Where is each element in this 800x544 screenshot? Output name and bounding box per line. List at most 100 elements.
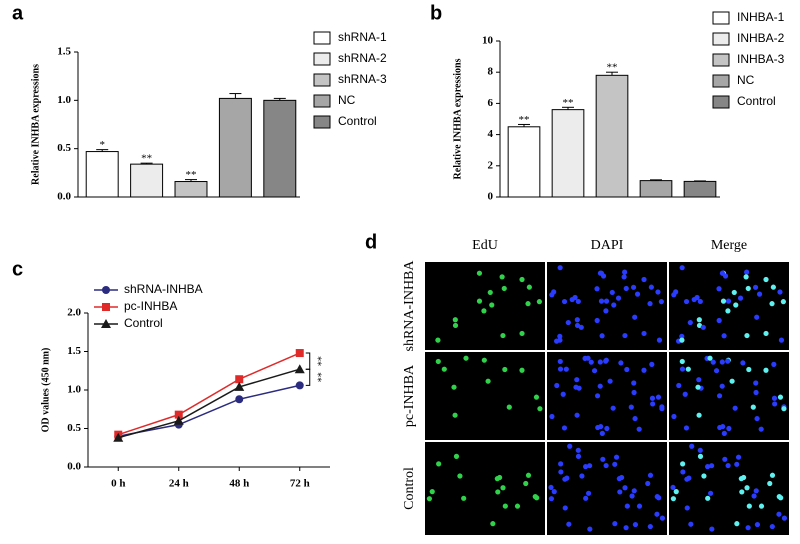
- nucleus: [557, 265, 563, 271]
- legend-label: shRNA-1: [338, 30, 387, 44]
- nucleus: [574, 377, 580, 383]
- y-tick-label: 0.0: [57, 191, 71, 203]
- nucleus: [753, 389, 759, 396]
- nucleus: [726, 425, 732, 432]
- nucleus: [490, 521, 496, 527]
- legend-swatch: [712, 53, 730, 67]
- nucleus: [615, 295, 622, 301]
- nucleus: [758, 503, 765, 509]
- nucleus: [649, 395, 656, 401]
- y-tick-label: 2: [488, 159, 494, 171]
- nucleus: [597, 383, 603, 389]
- nucleus: [676, 382, 682, 389]
- nucleus: [743, 274, 749, 280]
- nucleus: [647, 472, 654, 478]
- nucleus: [753, 488, 759, 494]
- bar: [683, 180, 717, 198]
- nucleus: [532, 494, 538, 500]
- micrograph: [547, 262, 667, 350]
- legend-swatch: [313, 94, 331, 108]
- nucleus: [630, 284, 637, 290]
- nucleus: [686, 475, 692, 481]
- nucleus: [582, 464, 589, 470]
- nucleus: [683, 425, 690, 431]
- nucleus: [463, 355, 469, 361]
- nucleus: [612, 461, 618, 467]
- nucleus: [435, 337, 441, 343]
- micrograph: [669, 262, 789, 350]
- nucleus: [621, 274, 627, 280]
- nucleus: [476, 298, 483, 304]
- nucleus: [716, 286, 722, 292]
- legend-label: pc-INHBA: [124, 299, 177, 313]
- nucleus: [710, 359, 716, 365]
- nucleus: [558, 469, 564, 475]
- nucleus: [572, 294, 578, 301]
- nucleus: [758, 426, 764, 432]
- nucleus: [679, 366, 686, 372]
- bar: [507, 126, 541, 198]
- nucleus: [629, 493, 635, 499]
- nucleus: [613, 454, 620, 460]
- legend-swatch: [712, 32, 730, 46]
- point: [235, 395, 244, 404]
- nucleus: [776, 494, 782, 500]
- nucleus: [725, 298, 732, 304]
- nucleus: [659, 406, 665, 412]
- nucleus: [612, 521, 618, 527]
- nucleus: [599, 333, 605, 339]
- legend-swatch: [313, 52, 331, 66]
- nucleus: [722, 273, 729, 279]
- significance: **: [519, 114, 530, 126]
- nucleus: [506, 404, 512, 410]
- panel-label: a: [12, 2, 24, 24]
- micrograph: [669, 442, 789, 535]
- point: [294, 364, 305, 374]
- nucleus: [684, 505, 690, 511]
- y-tick-label: 10: [482, 35, 494, 47]
- nucleus: [631, 488, 637, 494]
- nucleus: [523, 480, 529, 487]
- nucleus: [622, 269, 628, 275]
- nucleus: [647, 301, 653, 307]
- nucleus: [426, 496, 433, 502]
- nucleus: [683, 298, 690, 305]
- y-tick-label: 8: [488, 66, 494, 78]
- nucleus: [754, 415, 760, 422]
- panel-label: b: [430, 2, 442, 24]
- legend-swatch: [712, 95, 730, 109]
- nucleus: [574, 412, 580, 418]
- legend-swatch: [712, 74, 730, 88]
- nucleus: [525, 472, 532, 478]
- nucleus: [671, 292, 677, 298]
- nucleus: [705, 495, 711, 501]
- nucleus: [452, 322, 459, 329]
- legend-marker: [102, 286, 110, 294]
- column-label: DAPI: [591, 238, 624, 253]
- nucleus: [751, 493, 757, 499]
- nucleus: [551, 489, 557, 495]
- nucleus: [689, 443, 695, 449]
- panel-label: c: [12, 258, 23, 280]
- nucleus: [618, 360, 624, 366]
- legend-label: NC: [737, 73, 755, 87]
- nucleus: [719, 383, 725, 389]
- nucleus: [696, 317, 702, 323]
- nucleus: [595, 424, 601, 431]
- nucleus: [679, 265, 685, 271]
- nucleus: [713, 368, 720, 374]
- nucleus: [634, 291, 641, 297]
- row-label: shRNA-INHBA: [402, 260, 417, 352]
- nucleus: [548, 484, 554, 491]
- nucleus: [746, 503, 752, 509]
- bar: [639, 180, 673, 198]
- nucleus: [562, 505, 568, 511]
- nucleus: [741, 474, 747, 481]
- nucleus: [679, 333, 685, 339]
- nucleus: [722, 456, 728, 462]
- point: [295, 381, 304, 390]
- nucleus: [725, 462, 731, 469]
- y-tick-label: 4: [488, 128, 494, 140]
- nucleus: [697, 453, 704, 459]
- legend-label: Control: [338, 114, 377, 128]
